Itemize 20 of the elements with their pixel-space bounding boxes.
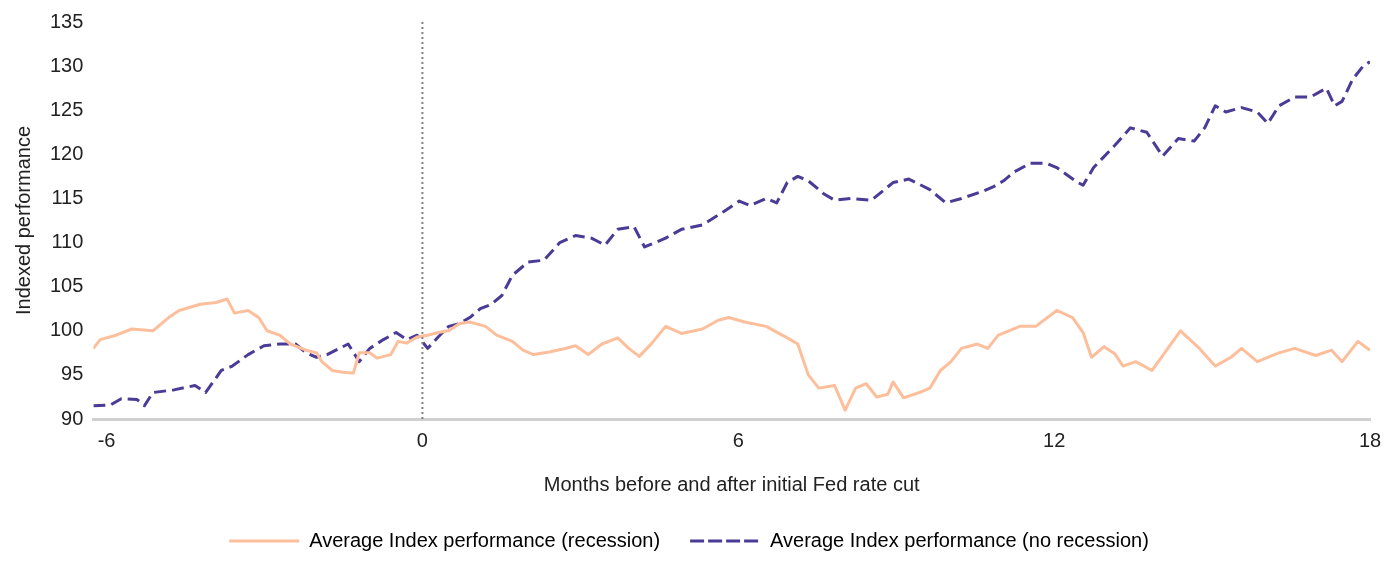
y-tick-label: 130 xyxy=(49,53,84,76)
y-tick-label: 110 xyxy=(51,230,84,253)
y-tick-label: 90 xyxy=(61,406,84,429)
x-tick-label: 0 xyxy=(416,428,428,451)
y-axis-title: Indexed performance xyxy=(11,125,34,316)
y-tick-label: 125 xyxy=(49,97,84,120)
x-tick-label: -6 xyxy=(97,428,116,451)
line-series xyxy=(93,60,1370,408)
legend-label: Average Index performance (recession) xyxy=(309,528,661,551)
x-tick-label: 18 xyxy=(1358,428,1382,451)
x-axis-title: Months before and after initial Fed rate cut xyxy=(543,472,921,495)
y-tick-label: 95 xyxy=(61,362,84,385)
legend-label: Average Index performance (no recession) xyxy=(770,528,1149,551)
y-tick-label: 115 xyxy=(51,185,84,208)
x-tick-label: 12 xyxy=(1043,428,1066,451)
y-tick-label: 105 xyxy=(49,274,84,297)
y-tick-label: 135 xyxy=(49,9,84,32)
y-tick-label: 100 xyxy=(49,318,84,341)
y-tick-label: 120 xyxy=(49,141,84,164)
x-tick-label: 6 xyxy=(732,428,744,451)
